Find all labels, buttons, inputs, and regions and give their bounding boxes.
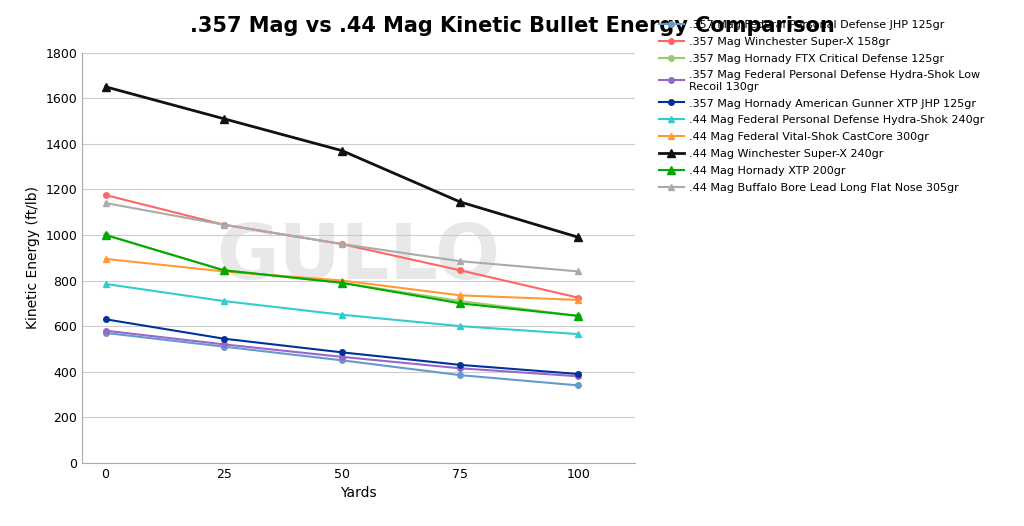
.44 Mag Winchester Super-X 240gr bbox=[217, 116, 229, 122]
.44 Mag Federal Vital-Shok CastCore 300gr bbox=[572, 297, 585, 303]
.44 Mag Federal Personal Defense Hydra-Shok 240gr bbox=[99, 281, 112, 287]
.357 Mag Hornady FTX Critical Defense 125gr bbox=[336, 280, 348, 286]
.44 Mag Winchester Super-X 240gr bbox=[572, 234, 585, 240]
.357 Mag Winchester Super-X 158gr bbox=[336, 241, 348, 247]
.44 Mag Hornady XTP 200gr bbox=[336, 280, 348, 286]
.357 Mag Federal Personal Defense JHP 125gr bbox=[99, 330, 112, 336]
.357 Mag Hornady American Gunner XTP JHP 125gr bbox=[217, 336, 229, 342]
Line: .44 Mag Buffalo Bore Lead Long Flat Nose 305gr: .44 Mag Buffalo Bore Lead Long Flat Nose… bbox=[102, 199, 582, 275]
.44 Mag Federal Vital-Shok CastCore 300gr bbox=[454, 292, 466, 299]
.357 Mag Hornady FTX Critical Defense 125gr bbox=[217, 267, 229, 274]
Line: .44 Mag Federal Vital-Shok CastCore 300gr: .44 Mag Federal Vital-Shok CastCore 300g… bbox=[102, 256, 582, 304]
.357 Mag Federal Personal Defense JHP 125gr bbox=[336, 357, 348, 363]
Text: .357 Mag vs .44 Mag Kinetic Bullet Energy Comparison: .357 Mag vs .44 Mag Kinetic Bullet Energ… bbox=[189, 16, 835, 36]
.44 Mag Hornady XTP 200gr bbox=[217, 267, 229, 274]
.357 Mag Federal Personal Defense JHP 125gr bbox=[454, 372, 466, 378]
.44 Mag Hornady XTP 200gr bbox=[572, 312, 585, 319]
Line: .44 Mag Hornady XTP 200gr: .44 Mag Hornady XTP 200gr bbox=[101, 231, 583, 320]
.44 Mag Federal Personal Defense Hydra-Shok 240gr bbox=[336, 311, 348, 318]
Line: .357 Mag Federal Personal Defense JHP 125gr: .357 Mag Federal Personal Defense JHP 12… bbox=[102, 330, 581, 388]
Line: .357 Mag Winchester Super-X 158gr: .357 Mag Winchester Super-X 158gr bbox=[102, 193, 581, 300]
.44 Mag Winchester Super-X 240gr bbox=[336, 147, 348, 154]
.44 Mag Federal Personal Defense Hydra-Shok 240gr bbox=[572, 331, 585, 337]
.44 Mag Buffalo Bore Lead Long Flat Nose 305gr bbox=[454, 258, 466, 264]
.357 Mag Hornady American Gunner XTP JHP 125gr bbox=[99, 316, 112, 322]
Legend: .357 Mag Federal Personal Defense JHP 125gr, .357 Mag Winchester Super-X 158gr, : .357 Mag Federal Personal Defense JHP 12… bbox=[655, 16, 988, 196]
.44 Mag Buffalo Bore Lead Long Flat Nose 305gr bbox=[336, 241, 348, 247]
Y-axis label: Kinetic Energy (ft/lb): Kinetic Energy (ft/lb) bbox=[26, 186, 40, 329]
X-axis label: Yards: Yards bbox=[340, 487, 377, 500]
Text: GULLO: GULLO bbox=[216, 221, 501, 295]
.357 Mag Federal Personal Defense Hydra-Shok Low
Recoil 130gr bbox=[217, 341, 229, 348]
.44 Mag Winchester Super-X 240gr bbox=[99, 84, 112, 90]
.44 Mag Hornady XTP 200gr bbox=[454, 300, 466, 307]
.357 Mag Winchester Super-X 158gr bbox=[217, 221, 229, 228]
.357 Mag Federal Personal Defense Hydra-Shok Low
Recoil 130gr bbox=[572, 373, 585, 379]
.357 Mag Federal Personal Defense Hydra-Shok Low
Recoil 130gr bbox=[454, 365, 466, 371]
.44 Mag Federal Vital-Shok CastCore 300gr bbox=[336, 277, 348, 284]
.44 Mag Hornady XTP 200gr bbox=[99, 232, 112, 238]
.44 Mag Winchester Super-X 240gr bbox=[454, 199, 466, 205]
.357 Mag Hornady American Gunner XTP JHP 125gr bbox=[572, 371, 585, 377]
.357 Mag Winchester Super-X 158gr bbox=[454, 267, 466, 274]
.357 Mag Hornady FTX Critical Defense 125gr bbox=[99, 232, 112, 238]
.357 Mag Hornady American Gunner XTP JHP 125gr bbox=[454, 362, 466, 368]
.44 Mag Buffalo Bore Lead Long Flat Nose 305gr bbox=[572, 268, 585, 275]
Line: .357 Mag Hornady American Gunner XTP JHP 125gr: .357 Mag Hornady American Gunner XTP JHP… bbox=[102, 317, 581, 377]
.357 Mag Federal Personal Defense Hydra-Shok Low
Recoil 130gr bbox=[99, 328, 112, 334]
Line: .44 Mag Winchester Super-X 240gr: .44 Mag Winchester Super-X 240gr bbox=[101, 83, 583, 241]
.357 Mag Federal Personal Defense JHP 125gr bbox=[572, 382, 585, 389]
Line: .357 Mag Federal Personal Defense Hydra-Shok Low
Recoil 130gr: .357 Mag Federal Personal Defense Hydra-… bbox=[102, 328, 581, 379]
.357 Mag Hornady FTX Critical Defense 125gr bbox=[454, 298, 466, 304]
.44 Mag Federal Vital-Shok CastCore 300gr bbox=[99, 256, 112, 262]
.44 Mag Federal Personal Defense Hydra-Shok 240gr bbox=[454, 323, 466, 329]
.357 Mag Winchester Super-X 158gr bbox=[572, 295, 585, 301]
.357 Mag Federal Personal Defense JHP 125gr bbox=[217, 343, 229, 350]
.357 Mag Hornady American Gunner XTP JHP 125gr bbox=[336, 349, 348, 356]
.357 Mag Federal Personal Defense Hydra-Shok Low
Recoil 130gr bbox=[336, 353, 348, 360]
.357 Mag Winchester Super-X 158gr bbox=[99, 192, 112, 198]
.44 Mag Federal Vital-Shok CastCore 300gr bbox=[217, 268, 229, 275]
.44 Mag Buffalo Bore Lead Long Flat Nose 305gr bbox=[99, 200, 112, 206]
Line: .44 Mag Federal Personal Defense Hydra-Shok 240gr: .44 Mag Federal Personal Defense Hydra-S… bbox=[102, 280, 582, 338]
.44 Mag Buffalo Bore Lead Long Flat Nose 305gr bbox=[217, 221, 229, 228]
.357 Mag Hornady FTX Critical Defense 125gr bbox=[572, 312, 585, 319]
.44 Mag Federal Personal Defense Hydra-Shok 240gr bbox=[217, 298, 229, 304]
Line: .357 Mag Hornady FTX Critical Defense 125gr: .357 Mag Hornady FTX Critical Defense 12… bbox=[102, 232, 581, 319]
